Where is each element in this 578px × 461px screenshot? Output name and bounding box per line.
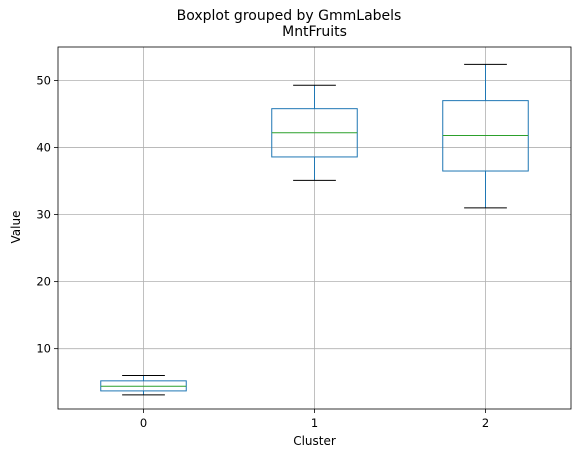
x-tick-label: 1 [311,416,318,430]
x-tick-label: 0 [140,416,147,430]
y-tick-label: 10 [36,342,51,356]
plot-frame [57,46,572,410]
y-axis-label: Value [9,210,23,244]
chart-title: MntFruits [282,24,347,40]
y-tick-label: 30 [36,208,51,222]
x-tick-label: 2 [482,416,489,430]
y-tick-label: 20 [36,275,51,289]
chart-suptitle: Boxplot grouped by GmmLabels [176,8,402,24]
y-tick-label: 50 [36,74,51,88]
y-tick-label: 40 [36,141,51,155]
x-axis-label: Cluster [293,434,336,448]
